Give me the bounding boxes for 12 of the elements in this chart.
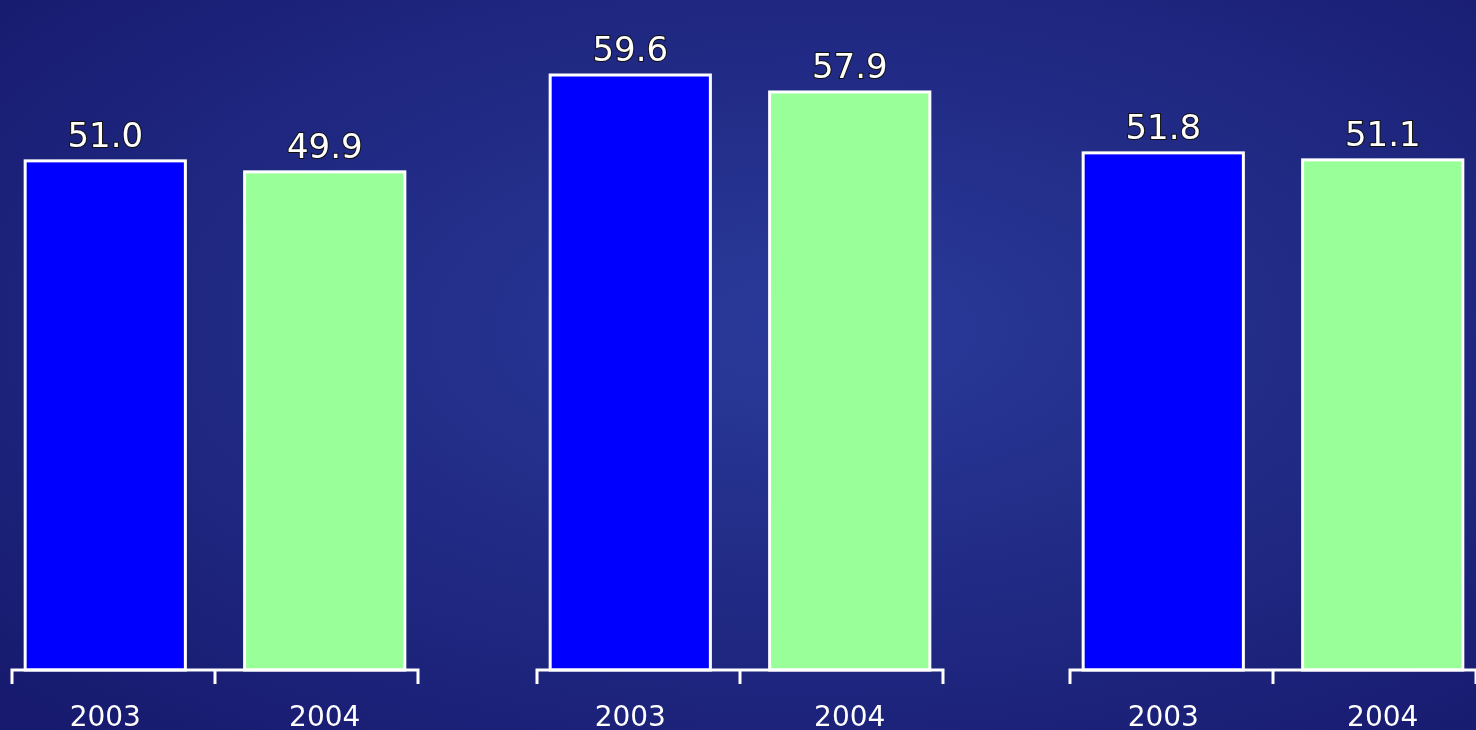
x-tick-label: 2003 [1127, 700, 1199, 730]
x-tick-label: 2004 [289, 700, 361, 730]
data-label: 51.8 [1125, 106, 1202, 147]
x-tick-label: 2003 [69, 700, 141, 730]
data-label: 49.9 [286, 125, 363, 166]
x-tick-label: 2003 [594, 700, 666, 730]
x-tick-label: 2004 [1347, 700, 1419, 730]
data-label: 51.0 [67, 114, 144, 155]
data-label: 51.1 [1344, 113, 1421, 154]
data-label: 57.9 [811, 45, 888, 86]
x-tick-label: 2004 [814, 700, 886, 730]
data-label: 59.6 [592, 29, 669, 69]
